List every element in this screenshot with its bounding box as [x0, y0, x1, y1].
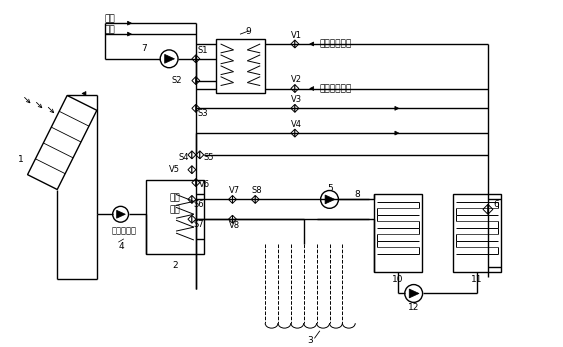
Text: 集热循环泵: 集热循环泵 [111, 227, 137, 236]
Text: S8: S8 [251, 186, 262, 195]
Text: 8: 8 [354, 190, 360, 199]
Text: 城市热网供水: 城市热网供水 [320, 40, 352, 49]
Polygon shape [188, 166, 192, 174]
Text: S6: S6 [194, 200, 204, 209]
Text: S3: S3 [198, 109, 208, 118]
Text: 11: 11 [471, 275, 483, 284]
Polygon shape [192, 77, 196, 85]
Bar [146, 180, 204, 254]
Polygon shape [192, 215, 196, 223]
Polygon shape [117, 210, 126, 218]
Text: S1: S1 [198, 46, 208, 56]
Polygon shape [291, 129, 295, 137]
Polygon shape [196, 179, 200, 187]
Polygon shape [192, 195, 196, 203]
Text: 3: 3 [307, 336, 312, 345]
Text: V2: V2 [291, 75, 302, 84]
Text: 水箱: 水箱 [169, 206, 180, 215]
Polygon shape [295, 129, 299, 137]
Text: 1: 1 [17, 155, 24, 164]
Polygon shape [251, 195, 255, 203]
Text: 9: 9 [245, 27, 251, 36]
Circle shape [113, 206, 128, 222]
Polygon shape [255, 195, 259, 203]
Polygon shape [188, 215, 192, 223]
Polygon shape [192, 151, 196, 159]
Polygon shape [196, 151, 200, 159]
Polygon shape [229, 215, 233, 223]
Polygon shape [229, 195, 233, 203]
Circle shape [405, 285, 423, 302]
Text: V1: V1 [291, 31, 302, 40]
Text: 4: 4 [119, 243, 124, 252]
Polygon shape [291, 104, 295, 112]
Text: S7: S7 [194, 220, 204, 229]
Text: 2: 2 [172, 261, 178, 270]
Text: S5: S5 [204, 153, 215, 162]
Text: V6: V6 [199, 180, 210, 189]
Polygon shape [291, 40, 295, 48]
Polygon shape [128, 32, 132, 36]
Polygon shape [325, 195, 335, 204]
Polygon shape [295, 85, 299, 93]
Circle shape [160, 50, 178, 68]
Polygon shape [295, 104, 299, 112]
Text: 6: 6 [493, 200, 499, 209]
Text: S4: S4 [178, 153, 189, 162]
Text: 供水: 供水 [105, 15, 115, 24]
Polygon shape [82, 92, 86, 95]
Text: V4: V4 [291, 120, 302, 129]
Polygon shape [409, 289, 419, 298]
Text: 城市热网回水: 城市热网回水 [320, 84, 352, 93]
Polygon shape [192, 166, 196, 174]
Polygon shape [188, 151, 192, 159]
Text: V7: V7 [229, 186, 240, 195]
Polygon shape [310, 42, 314, 46]
Polygon shape [233, 215, 236, 223]
Bar [374, 194, 422, 272]
Text: 蓄热: 蓄热 [169, 193, 180, 202]
Text: 7: 7 [141, 44, 147, 53]
Bar [216, 39, 265, 93]
Text: S2: S2 [172, 76, 182, 85]
Polygon shape [188, 195, 192, 203]
Polygon shape [488, 204, 493, 214]
Text: V5: V5 [169, 165, 180, 174]
Text: 12: 12 [408, 303, 419, 312]
Text: V8: V8 [229, 221, 240, 230]
Polygon shape [192, 55, 196, 63]
Polygon shape [395, 106, 399, 110]
Polygon shape [192, 104, 196, 112]
Polygon shape [196, 55, 200, 63]
Text: 10: 10 [392, 275, 404, 284]
Polygon shape [291, 85, 295, 93]
Polygon shape [196, 77, 200, 85]
Polygon shape [395, 131, 399, 135]
Polygon shape [200, 151, 204, 159]
Polygon shape [295, 40, 299, 48]
Polygon shape [310, 86, 314, 91]
Text: 回水: 回水 [105, 26, 115, 35]
Polygon shape [233, 195, 236, 203]
Text: V3: V3 [291, 95, 302, 104]
Polygon shape [164, 54, 175, 63]
Polygon shape [192, 179, 196, 187]
Polygon shape [196, 104, 200, 112]
Polygon shape [128, 21, 132, 25]
Text: 5: 5 [328, 184, 333, 193]
Polygon shape [483, 204, 488, 214]
Bar [453, 194, 501, 272]
Circle shape [320, 191, 338, 208]
